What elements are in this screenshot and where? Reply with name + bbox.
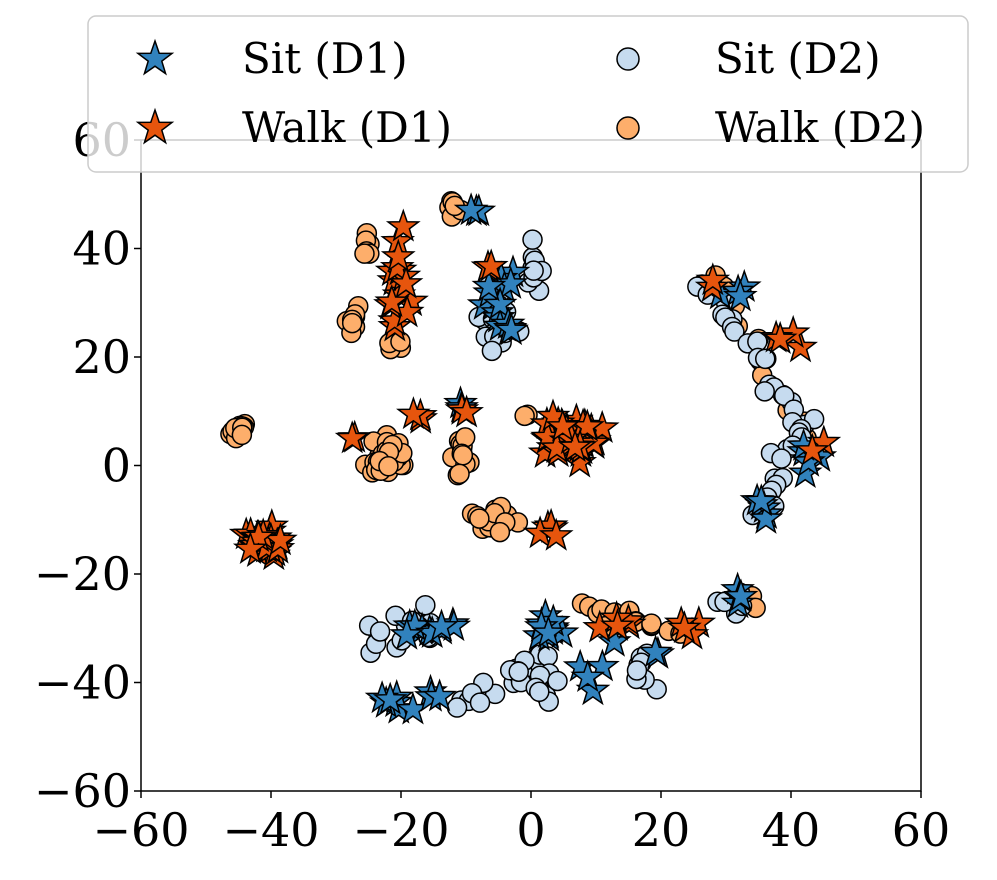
data-point-sit_d2 [508, 661, 529, 682]
data-point-walk_d1 [385, 208, 421, 242]
legend: Sit (D1) Walk (D1) Sit (D2) Walk (D2) [87, 15, 969, 173]
data-point-walk_d2 [469, 508, 490, 529]
x-tick-label: −20 [352, 803, 449, 857]
data-point-sit_d1 [372, 681, 408, 715]
data-point-sit_d2 [754, 381, 775, 402]
data-point-walk_d1 [396, 396, 431, 430]
data-point-sit_d2 [522, 229, 543, 250]
data-point-sit_d2 [771, 448, 792, 469]
legend-marker-walk_d1 [135, 107, 175, 145]
data-point-sit_d1 [531, 614, 566, 648]
legend-label: Walk (D2) [715, 103, 925, 152]
y-tick-label: 20 [72, 330, 131, 384]
data-point-sit_d2 [626, 660, 648, 681]
data-point-walk_d1 [388, 265, 424, 299]
y-tick-label: −60 [34, 764, 131, 818]
data-point-walk_d1 [334, 420, 370, 454]
data-point-walk_d1 [232, 530, 268, 565]
legend-marker-walk_d2 [616, 116, 640, 140]
data-point-sit_d1 [743, 483, 779, 517]
data-point-walk_d2 [641, 613, 662, 634]
data-point-walk_d2 [354, 243, 375, 264]
legend-item-walk_d1: Walk (D1) [135, 103, 452, 152]
data-point-sit_d2 [369, 621, 391, 642]
legend-label: Sit (D2) [715, 34, 881, 83]
x-tick-label: 60 [892, 803, 951, 857]
data-point-walk_d1 [522, 515, 558, 549]
data-point-sit_d2 [415, 594, 436, 616]
y-tick-label: 40 [72, 222, 131, 276]
y-tick-label: −20 [34, 547, 131, 601]
data-point-walk_d2 [514, 405, 535, 427]
data-point-sit_d1 [570, 659, 606, 693]
data-point-sit_d2 [481, 340, 503, 362]
x-tick-label: 40 [762, 803, 821, 857]
x-tick-label: 20 [632, 803, 691, 857]
plot-points [220, 191, 842, 725]
x-tick-label: −40 [222, 803, 319, 857]
data-point-sit_d1 [494, 312, 529, 346]
data-point-walk_d1 [695, 262, 731, 296]
x-axis: −60 −40 −20 0 20 40 60 [92, 791, 950, 857]
data-point-walk_d2 [341, 312, 363, 334]
data-point-sit_d2 [724, 321, 745, 342]
data-point-sit_d1 [389, 616, 425, 650]
legend-item-walk_d2: Walk (D2) [616, 103, 925, 152]
legend-item-sit_d2: Sit (D2) [616, 34, 881, 83]
data-point-sit_d1 [422, 678, 457, 712]
data-point-walk_d1 [794, 432, 830, 466]
series-walk_d1 [228, 208, 842, 650]
data-point-walk_d1 [538, 517, 574, 551]
data-point-sit_d1 [453, 192, 489, 226]
data-point-walk_d1 [600, 607, 635, 642]
data-point-sit_d1 [424, 608, 459, 642]
data-point-walk_d2 [449, 463, 470, 485]
data-point-walk_d1 [449, 394, 484, 428]
y-tick-label: −40 [34, 656, 131, 710]
series-sit_d2 [358, 229, 825, 718]
data-point-walk_d1 [557, 428, 593, 462]
legend-label: Sit (D1) [242, 34, 408, 83]
data-point-sit_d2 [754, 348, 776, 370]
legend-box [87, 15, 969, 173]
y-tick-label: 0 [102, 439, 131, 493]
data-point-walk_d1 [545, 408, 581, 442]
data-point-sit_d2 [523, 260, 544, 281]
data-point-sit_d1 [748, 500, 784, 534]
legend-marker-sit_d1 [135, 38, 175, 76]
x-tick-label: −60 [92, 803, 189, 857]
data-point-sit_d2 [547, 670, 568, 692]
data-point-walk_d1 [667, 610, 702, 644]
legend-marker-sit_d2 [616, 47, 640, 71]
data-point-walk_d1 [473, 248, 509, 282]
data-point-sit_d2 [529, 681, 550, 703]
data-point-walk_d1 [762, 320, 798, 355]
data-point-walk_d1 [380, 238, 416, 272]
x-tick-label: 0 [516, 803, 545, 857]
data-point-walk_d2 [489, 521, 511, 543]
data-point-sit_d2 [537, 646, 558, 667]
data-point-walk_d1 [374, 283, 410, 317]
data-point-sit_d1 [722, 278, 758, 312]
data-point-walk_d2 [452, 445, 474, 466]
data-point-sit_d1 [638, 634, 673, 668]
data-point-sit_d1 [482, 286, 518, 320]
data-point-sit_d2 [446, 697, 468, 718]
legend-label: Walk (D1) [242, 103, 452, 152]
data-point-walk_d1 [379, 249, 415, 283]
data-point-walk_d2 [378, 456, 399, 477]
data-point-walk_d2 [231, 424, 253, 446]
legend-item-sit_d1: Sit (D1) [135, 34, 408, 83]
data-point-sit_d1 [723, 578, 759, 612]
data-point-sit_d2 [469, 692, 491, 713]
